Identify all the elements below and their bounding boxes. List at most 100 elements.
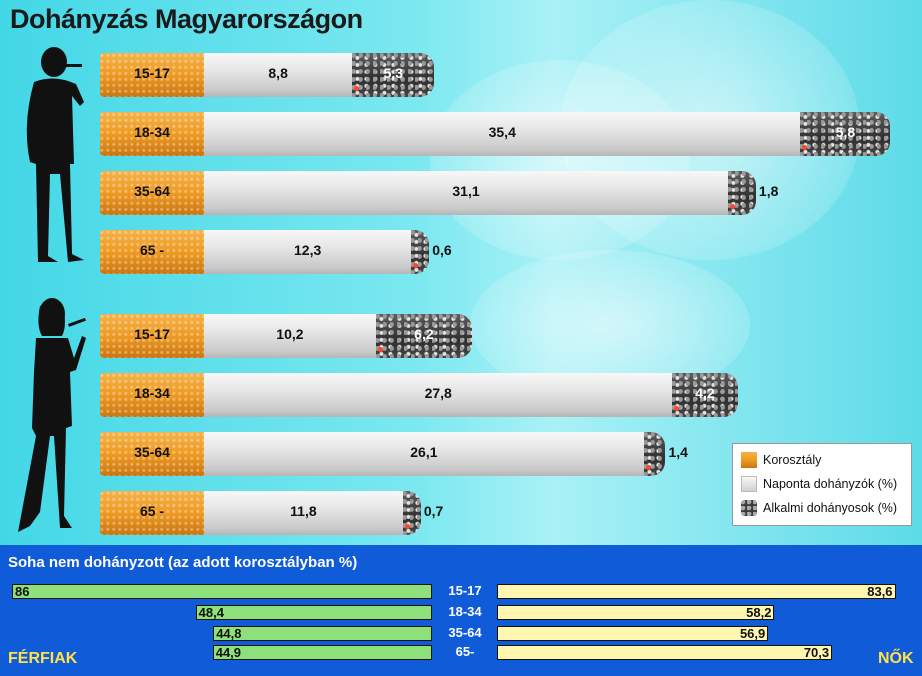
occasional-value-label: 1,8: [758, 183, 779, 199]
cigarette-bar: 15-17 10,2 6,2: [100, 314, 472, 358]
age-label: 15-17: [134, 65, 170, 81]
women-value-label: 56,9: [739, 626, 766, 641]
daily-smokers-segment: 8,8: [204, 53, 353, 97]
men-bar: 44,8: [213, 626, 432, 641]
ember-mark: [802, 145, 808, 150]
age-filter-segment: 15-17: [100, 53, 204, 97]
daily-value-label: 31,1: [452, 183, 480, 199]
occasional-smokers-segment: 6,2: [375, 314, 472, 358]
age-category-label: 15-17: [448, 583, 482, 598]
cigarette-bar: 35-64 31,1 1,8: [100, 171, 778, 215]
daily-value-label: 27,8: [424, 385, 452, 401]
age-filter-segment: 65 -: [100, 230, 204, 274]
daily-smokers-segment: 12,3: [204, 230, 412, 274]
occasional-smokers-segment: [411, 230, 430, 274]
occasional-value-label: 5,8: [835, 124, 856, 140]
men-value-label: 44,8: [216, 626, 242, 641]
age-category-label: 18-34: [448, 604, 482, 619]
legend: Korosztály Naponta dohányzók (%) Alkalmi…: [732, 443, 912, 526]
cigarette-bar: 65 - 12,3 0,6: [100, 230, 452, 274]
ember-mark: [645, 465, 651, 470]
age-filter-segment: 35-64: [100, 432, 204, 476]
women-bar: 70,3: [497, 645, 833, 660]
legend-label-age: Korosztály: [763, 453, 822, 467]
men-label: FÉRFIAK: [8, 650, 78, 667]
age-filter-segment: 65 -: [100, 491, 204, 535]
daily-value-label: 12,3: [294, 242, 322, 258]
daily-smokers-segment: 26,1: [204, 432, 644, 476]
women-value-label: 58,2: [746, 605, 772, 620]
occasional-smokers-segment: [643, 432, 666, 476]
ember-mark: [354, 86, 360, 91]
daily-smokers-segment: 27,8: [204, 373, 673, 417]
age-filter-segment: 18-34: [100, 373, 204, 417]
occasional-value-label: 0,7: [423, 503, 444, 519]
page-title: Dohányzás Magyarországon: [10, 4, 363, 34]
occasional-smokers-segment: [728, 171, 756, 215]
legend-label-daily: Naponta dohányzók (%): [763, 477, 898, 491]
age-label: 35-64: [134, 444, 170, 460]
cigarette-bar: 18-34 35,4 5,8: [100, 112, 891, 156]
occasional-value-label: 1,4: [668, 444, 688, 460]
ember-mark: [413, 263, 419, 268]
daily-value-label: 8,8: [268, 65, 288, 81]
age-label: 65 -: [139, 242, 165, 258]
age-label: 18-34: [134, 385, 170, 401]
occasional-value-label: 6,2: [414, 326, 434, 342]
age-label: 65 -: [139, 503, 165, 519]
age-category-label: 35-64: [448, 625, 482, 640]
occasional-smokers-segment: 5,3: [352, 53, 435, 97]
never-smoked-title: Soha nem dohányzott (az adott korosztály…: [8, 554, 358, 571]
age-filter-segment: 15-17: [100, 314, 204, 358]
occasional-smokers-segment: 4,2: [672, 373, 738, 417]
women-bar: 83,6: [497, 584, 896, 599]
age-label: 15-17: [134, 326, 170, 342]
occasional-value-label: 0,6: [432, 242, 452, 258]
occasional-value-label: 4,2: [695, 385, 715, 401]
man-silhouette-icon: [26, 47, 84, 262]
legend-swatch-occasional: [741, 500, 757, 516]
occasional-value-label: 5,3: [383, 65, 404, 81]
daily-smokers-segment: 31,1: [204, 171, 729, 215]
daily-value-label: 35,4: [488, 124, 516, 140]
cigarette-bar: 15-17 8,8 5,3: [100, 53, 435, 97]
daily-smokers-segment: 35,4: [204, 112, 801, 156]
legend-swatch-daily: [741, 476, 757, 492]
daily-smokers-segment: 11,8: [204, 491, 403, 535]
age-category-label: 65-: [455, 644, 475, 659]
age-label: 18-34: [134, 124, 170, 140]
ember-mark: [377, 347, 383, 352]
daily-value-label: 26,1: [410, 444, 438, 460]
ember-mark: [404, 524, 410, 529]
cigarette-bar: 18-34 27,8 4,2: [100, 373, 738, 417]
men-value-label: 86: [15, 584, 30, 599]
men-bar: 86: [12, 584, 432, 599]
ember-mark: [674, 406, 680, 411]
daily-smokers-segment: 10,2: [204, 314, 376, 358]
ember-mark: [730, 204, 736, 209]
women-bar: 58,2: [497, 605, 775, 620]
cigarette-bar: 65 - 11,8 0,7: [100, 491, 443, 535]
daily-value-label: 10,2: [276, 326, 304, 342]
occasional-smokers-segment: 5,8: [800, 112, 891, 156]
legend-item-daily: Naponta dohányzók (%): [741, 474, 897, 494]
men-value-label: 48,4: [198, 605, 224, 620]
age-filter-segment: 35-64: [100, 171, 204, 215]
women-value-label: 83,6: [867, 584, 893, 599]
age-label: 35-64: [134, 183, 170, 199]
woman-silhouette-icon: [18, 298, 86, 532]
legend-item-occasional: Alkalmi dohányosok (%): [741, 498, 897, 518]
men-value-label: 44,9: [215, 645, 242, 660]
daily-value-label: 11,8: [290, 503, 317, 519]
occasional-smokers-segment: [402, 491, 421, 535]
men-bar: 44,9: [212, 645, 432, 660]
women-value-label: 70,3: [803, 645, 830, 660]
age-filter-segment: 18-34: [100, 112, 204, 156]
women-bar: 56,9: [497, 626, 769, 641]
women-label: NŐK: [878, 650, 914, 667]
legend-swatch-age: [741, 452, 757, 468]
legend-item-age: Korosztály: [741, 450, 821, 470]
cigarette-bar: 35-64 26,1 1,4: [100, 432, 688, 476]
legend-label-occasional: Alkalmi dohányosok (%): [763, 501, 898, 515]
